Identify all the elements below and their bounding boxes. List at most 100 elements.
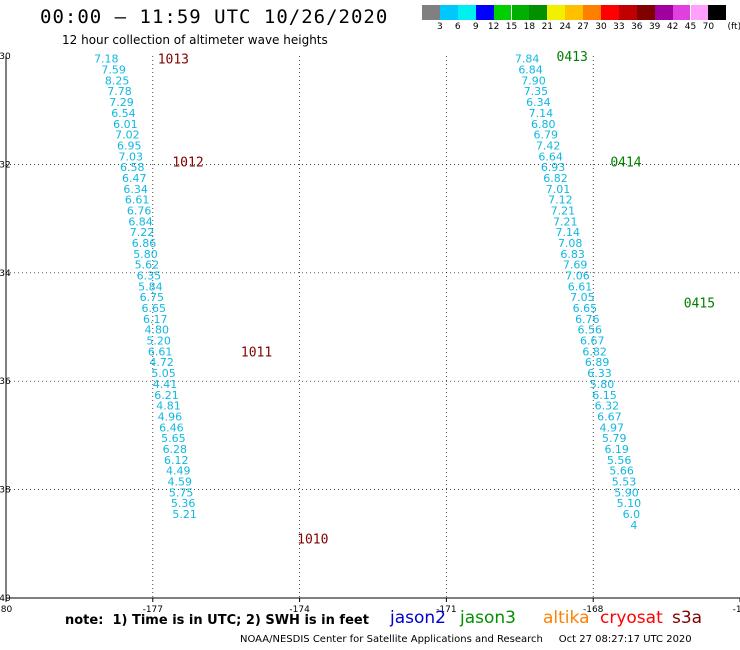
colorbar-label: 30 (595, 22, 607, 32)
colorbar-swatch (565, 5, 584, 20)
swh-value-label: 6.83 (560, 248, 585, 261)
swh-value-label: 6.61 (568, 280, 593, 293)
page-subtitle: 12 hour collection of altimeter wave hei… (62, 33, 328, 47)
swh-value-label: 6.84 (518, 64, 543, 77)
swh-value-label: 5.75 (169, 486, 194, 499)
swh-value-label: 6.12 (164, 454, 189, 467)
swh-value-label: 6.89 (585, 356, 610, 369)
swh-value-label: 5.36 (171, 497, 196, 510)
x-tick-label: -168 (583, 605, 604, 615)
swh-value-label: 7.18 (94, 53, 119, 66)
colorbar-swatch (422, 5, 440, 20)
x-tick-label: -177 (143, 605, 163, 615)
swh-value-label: 7.69 (563, 259, 588, 272)
swh-value-label: 7.05 (570, 291, 595, 304)
swh-value-label: 4.49 (166, 465, 191, 478)
pass-time-label: 0415 (684, 297, 715, 312)
pass-time-label: 1011 (241, 345, 272, 360)
swh-value-label: 6.79 (533, 129, 558, 142)
swh-value-label: 6.67 (580, 335, 605, 348)
colorbar-swatch (636, 5, 655, 20)
swh-value-label: 4.72 (149, 356, 174, 369)
swh-value-label: 5.80 (590, 378, 615, 391)
swh-value-label: 7.03 (119, 150, 144, 163)
swh-value-label: 6.65 (573, 302, 598, 315)
colorbar-label: 42 (666, 22, 679, 32)
swh-value-label: 4.59 (167, 475, 192, 488)
swh-value-label: 4.81 (156, 400, 181, 413)
swh-value-label: 6.32 (595, 400, 620, 413)
swh-value-label: 6.47 (122, 172, 147, 185)
swh-value-label: 4.80 (144, 324, 169, 337)
colorbar-label: 24 (559, 22, 571, 32)
colorbar-label: 21 (541, 22, 554, 32)
swh-value-label: 6.0 (623, 508, 641, 521)
swh-value-label: 6.28 (163, 443, 188, 456)
swh-value-label: 4.96 (158, 410, 183, 423)
swh-value-label: 7.02 (115, 129, 140, 142)
y-tick-label: -40 (0, 594, 11, 604)
satellite-label-altika: altika (543, 608, 590, 628)
swh-value-label: 6.33 (587, 367, 612, 380)
swh-value-label: 5.65 (161, 432, 186, 445)
x-tick-label: -174 (289, 605, 310, 615)
y-tick-label: -38 (0, 486, 11, 496)
swh-value-label: 7.84 (515, 53, 540, 66)
y-tick-label: -36 (0, 377, 11, 387)
swh-value-label: 7.21 (553, 215, 578, 228)
footer-note: note: 1) Time is in UTC; 2) SWH is in fe… (65, 613, 369, 628)
pass-time-label: 1010 (297, 532, 328, 547)
colorbar-label: 9 (472, 22, 479, 32)
colorbar-label: 3 (437, 22, 443, 32)
swh-value-label: 6.19 (604, 443, 629, 456)
swh-value-label: 6.54 (111, 107, 136, 120)
swh-value-label: 6.93 (541, 161, 566, 174)
swh-value-label: 6.34 (526, 96, 551, 109)
swh-value-label: 5.21 (172, 508, 197, 521)
swh-value-label: 6.67 (597, 410, 622, 423)
swh-value-label: 7.01 (546, 183, 571, 196)
swh-value-label: 6.58 (120, 161, 145, 174)
swh-value-label: 6.15 (592, 389, 617, 402)
swh-value-label: 6.56 (578, 324, 603, 337)
swh-value-label: 6.46 (159, 421, 184, 434)
y-tick-label: -30 (0, 52, 11, 62)
colorbar-label: 18 (523, 22, 536, 32)
colorbar-swatch (439, 5, 458, 20)
colorbar-swatch (672, 5, 691, 20)
colorbar-unit: (ft) (727, 22, 740, 32)
x-tick-label: -180 (0, 605, 12, 615)
swh-value-label: 6.84 (128, 215, 153, 228)
colorbar-label: 27 (577, 22, 589, 32)
swh-value-label: 5.79 (602, 432, 627, 445)
satellite-label-jason3: jason3 (460, 608, 516, 628)
colorbar-swatch (475, 5, 494, 20)
colorbar-swatch (708, 5, 727, 20)
x-tick-label: -171 (436, 605, 456, 615)
swh-value-label: 6.61 (148, 345, 173, 358)
swh-value-label: 5.90 (614, 486, 639, 499)
swh-value-label: 5.56 (607, 454, 632, 467)
swh-value-label: 7.35 (524, 85, 549, 98)
colorbar-swatch (457, 5, 476, 20)
colorbar-swatch (511, 5, 530, 20)
swh-value-label: 6.61 (125, 194, 150, 207)
swh-value-label: 7.14 (529, 107, 554, 120)
swh-value-label: 7.59 (101, 64, 126, 77)
swh-value-label: 5.80 (133, 248, 158, 261)
swh-value-label: 6.80 (531, 118, 556, 131)
colorbar-label: 15 (505, 22, 518, 32)
colorbar-label: 33 (613, 22, 625, 32)
swh-value-label: 6.34 (123, 183, 148, 196)
swh-value-label: 4 (630, 519, 637, 532)
swh-value-label: 7.08 (558, 237, 583, 250)
colorbar-swatch (583, 5, 601, 20)
satellite-label-cryosat: cryosat (600, 608, 663, 628)
swh-value-label: 7.14 (556, 226, 581, 239)
swh-value-label: 4.41 (153, 378, 178, 391)
swh-value-label: 7.78 (107, 85, 132, 98)
colorbar-label: 36 (631, 22, 643, 32)
colorbar-swatch (493, 5, 512, 20)
swh-value-label: 6.65 (142, 302, 167, 315)
